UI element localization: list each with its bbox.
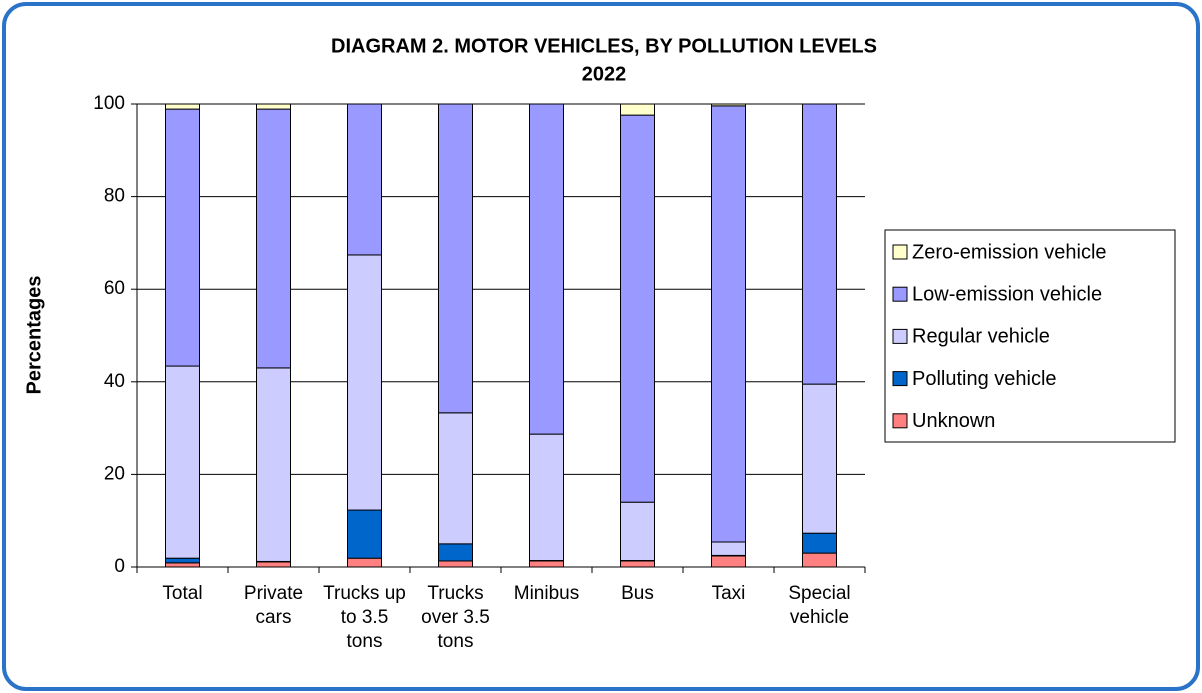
bar-segment [256, 108, 291, 369]
x-tick-label: Minibus [513, 583, 580, 604]
bar-segment [347, 509, 382, 559]
legend-swatch [892, 371, 908, 387]
bar-segment [165, 365, 200, 559]
bar-segment [165, 103, 200, 110]
x-tick-label: Private cars [243, 583, 304, 628]
bar-segment [529, 560, 564, 568]
y-axis-label: Percentages [23, 276, 45, 395]
bar-segment [165, 562, 200, 568]
bar-segment [438, 103, 473, 414]
x-tick-label: Trucks up to 3.5 tons [323, 583, 406, 652]
x-tick-label: Bus [621, 583, 654, 604]
bar-segment [165, 108, 200, 367]
bar-segment [529, 103, 564, 435]
y-tick-label: 40 [104, 371, 125, 392]
bar-segment [347, 557, 382, 568]
y-tick-label: 80 [104, 186, 125, 207]
legend-swatch [892, 286, 908, 302]
legend-swatch [892, 328, 908, 344]
bar-segment [711, 103, 746, 107]
y-tick-label: 0 [114, 556, 125, 577]
bar-segment [347, 103, 382, 256]
bar-segment [256, 561, 291, 568]
bar-segment [620, 560, 655, 568]
bar-segment [711, 105, 746, 543]
x-tick-label: Total [162, 583, 203, 604]
bar-segment [620, 501, 655, 562]
legend-swatch [892, 244, 908, 260]
bar-segment [620, 114, 655, 503]
legend-label: Low-emission vehicle [912, 283, 1102, 305]
bar-segment [438, 543, 473, 562]
x-tick-label: Special vehicle [788, 583, 851, 628]
y-tick-label: 20 [104, 463, 125, 484]
bar-segment [802, 552, 837, 568]
legend-swatch [892, 413, 908, 429]
bar-segment [256, 367, 291, 562]
y-tick-label: 100 [93, 93, 125, 114]
bar-segment [802, 383, 837, 534]
legend-label: Polluting vehicle [912, 368, 1057, 390]
bar-segment [711, 555, 746, 568]
bar-segment [529, 433, 564, 562]
bar-segment [620, 103, 655, 116]
bar-segment [802, 532, 837, 554]
legend-box [884, 229, 1176, 443]
legend-label: Unknown [912, 410, 995, 432]
bar-segment [711, 541, 746, 556]
bar-segment [165, 557, 200, 564]
y-tick-label: 60 [104, 278, 125, 299]
legend-label: Regular vehicle [912, 326, 1050, 348]
chart-title: DIAGRAM 2. MOTOR VEHICLES, BY POLLUTION … [331, 35, 877, 57]
bar-segment [802, 103, 837, 385]
x-tick-label: Trucks over 3.5 tons [421, 583, 490, 652]
x-tick-label: Taxi [711, 583, 746, 604]
bar-segment [438, 412, 473, 545]
legend-label: Zero-emission vehicle [912, 241, 1107, 263]
chart-subtitle: 2022 [582, 63, 627, 85]
bar-segment [256, 103, 291, 110]
bar-segment [438, 560, 473, 568]
bar-segment [347, 254, 382, 511]
